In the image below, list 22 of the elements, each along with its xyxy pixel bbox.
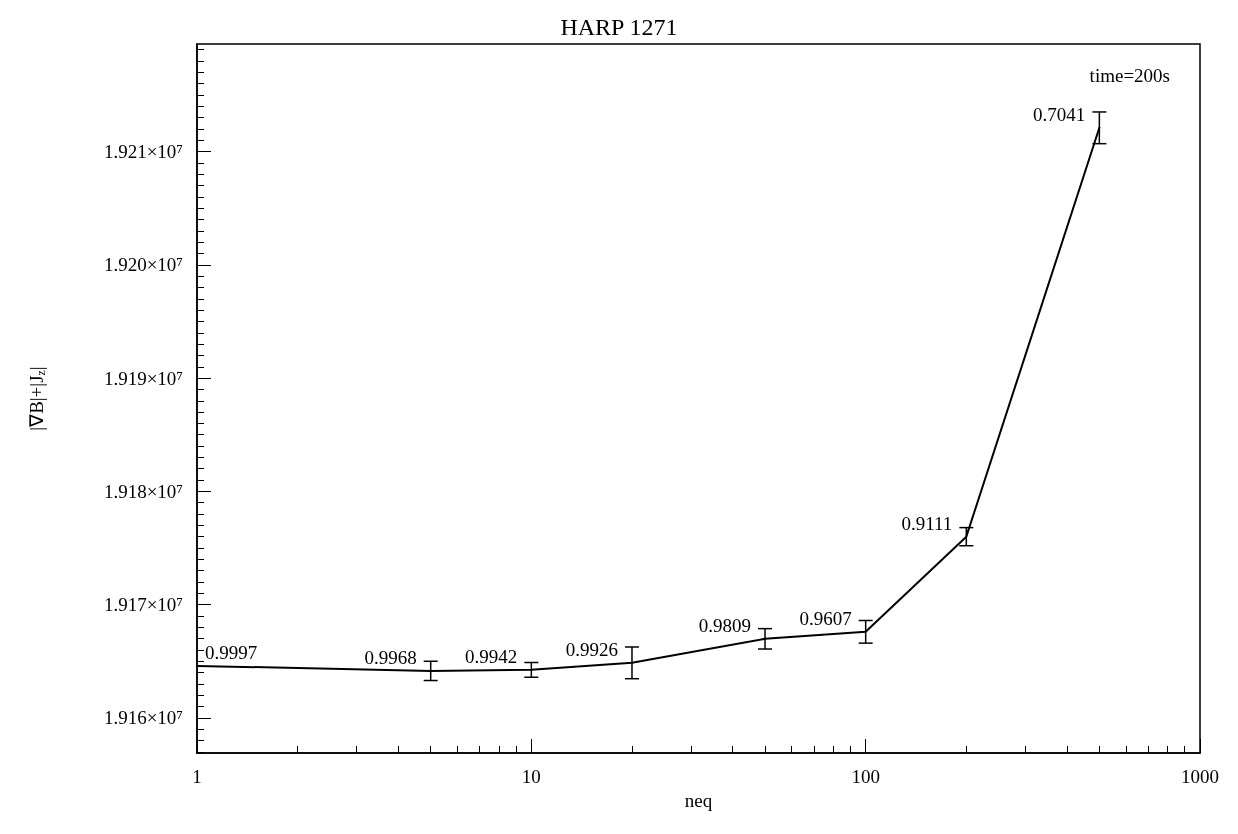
y-tick-label: 1.918×10⁷	[103, 480, 183, 502]
annotation: 0.9809	[698, 614, 752, 636]
annotation: 0.9997	[205, 641, 258, 663]
y-tick-label: 1.916×10⁷	[103, 707, 183, 729]
x-axis-title: neq	[684, 789, 713, 811]
annotation: 0.9111	[901, 512, 953, 534]
x-tick-label: 10	[521, 766, 541, 787]
annotation: 0.9968	[364, 646, 417, 668]
annotation: 0.7041	[1033, 103, 1086, 125]
annotation: 0.9926	[565, 638, 618, 660]
x-tick-label: 100	[851, 766, 880, 787]
y-axis-title: |∇B|+|Jz|	[25, 366, 48, 431]
y-tick-label: 1.921×10⁷	[103, 141, 183, 163]
x-tick-label: 1	[192, 766, 202, 787]
y-tick-label: 1.917×10⁷	[103, 594, 183, 616]
y-tick-label: 1.920×10⁷	[103, 254, 183, 276]
annotation: 0.9942	[465, 645, 518, 667]
y-tick-label: 1.919×10⁷	[103, 367, 183, 389]
annotation: 0.9607	[799, 607, 852, 629]
chart-title: HARP 1271	[560, 14, 678, 40]
annotation: time=200s	[1089, 65, 1171, 86]
x-tick-label: 1000	[1181, 766, 1219, 787]
